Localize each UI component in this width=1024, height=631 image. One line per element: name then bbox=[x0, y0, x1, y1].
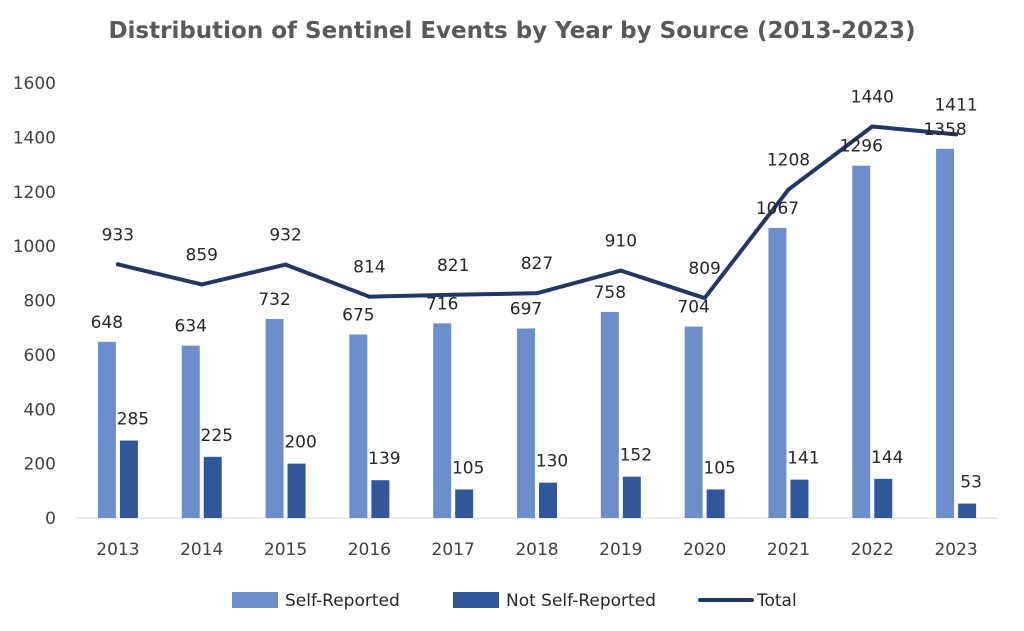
data-label-not-self-reported: 200 bbox=[284, 433, 316, 453]
legend-swatch-not-self-reported bbox=[453, 592, 499, 608]
data-label-not-self-reported: 105 bbox=[452, 458, 484, 478]
legend-label-not-self-reported: Not Self-Reported bbox=[506, 591, 656, 611]
point-total bbox=[283, 262, 288, 267]
point-total bbox=[367, 294, 372, 299]
bar-self-reported bbox=[600, 311, 619, 518]
data-label-self-reported: 1067 bbox=[756, 199, 799, 219]
data-label-self-reported: 675 bbox=[342, 305, 374, 325]
x-tick-label: 2014 bbox=[180, 540, 223, 560]
data-label-not-self-reported: 285 bbox=[117, 410, 149, 430]
point-total bbox=[115, 262, 120, 267]
data-label-self-reported: 1296 bbox=[840, 137, 883, 157]
point-total bbox=[535, 291, 539, 296]
x-tick-label: 2015 bbox=[264, 540, 307, 560]
y-tick-label: 800 bbox=[24, 292, 56, 312]
data-label-total: 814 bbox=[353, 258, 385, 278]
point-total bbox=[870, 124, 875, 129]
bar-not-self-reported bbox=[287, 463, 306, 518]
data-label-not-self-reported: 53 bbox=[960, 473, 982, 493]
data-label-not-self-reported: 105 bbox=[703, 458, 735, 478]
point-total bbox=[786, 187, 791, 192]
x-tick-label: 2013 bbox=[96, 540, 139, 560]
bar-self-reported bbox=[852, 165, 871, 518]
legend-label-self-reported: Self-Reported bbox=[285, 591, 400, 611]
x-tick-label: 2016 bbox=[348, 540, 391, 560]
data-label-not-self-reported: 144 bbox=[871, 448, 903, 468]
bar-not-self-reported bbox=[539, 482, 557, 518]
data-label-self-reported: 732 bbox=[258, 290, 290, 310]
y-tick-label: 400 bbox=[24, 400, 56, 420]
bar-not-self-reported bbox=[622, 476, 641, 518]
chart-title: Distribution of Sentinel Events by Year … bbox=[108, 18, 916, 44]
bar-not-self-reported bbox=[958, 503, 977, 518]
bar-not-self-reported bbox=[203, 456, 222, 518]
bar-self-reported bbox=[768, 227, 787, 519]
point-total bbox=[954, 132, 959, 137]
data-label-not-self-reported: 225 bbox=[201, 426, 233, 446]
bar-self-reported bbox=[265, 318, 284, 518]
y-tick-label: 1600 bbox=[13, 74, 56, 94]
point-total bbox=[199, 282, 204, 287]
data-label-self-reported: 1358 bbox=[923, 120, 966, 140]
point-total bbox=[451, 292, 456, 297]
data-label-self-reported: 697 bbox=[510, 300, 542, 320]
data-label-total: 1208 bbox=[767, 151, 810, 171]
data-label-total: 910 bbox=[605, 232, 637, 252]
x-tick-label: 2020 bbox=[683, 540, 726, 560]
bar-not-self-reported bbox=[119, 440, 138, 518]
x-tick-label: 2019 bbox=[599, 540, 642, 560]
bar-self-reported bbox=[181, 345, 200, 518]
y-tick-label: 1400 bbox=[13, 128, 56, 148]
bar-not-self-reported bbox=[790, 479, 809, 518]
bar-self-reported bbox=[97, 341, 116, 518]
data-label-total: 933 bbox=[102, 225, 134, 245]
point-total bbox=[702, 296, 707, 301]
data-label-self-reported: 704 bbox=[677, 298, 709, 318]
data-label-total: 821 bbox=[437, 256, 469, 276]
bar-not-self-reported bbox=[874, 478, 893, 518]
y-tick-label: 1000 bbox=[13, 237, 56, 257]
data-label-self-reported: 758 bbox=[594, 283, 626, 303]
bar-self-reported bbox=[517, 328, 535, 518]
data-label-self-reported: 648 bbox=[91, 313, 123, 333]
x-tick-label: 2021 bbox=[767, 540, 810, 560]
x-tick-label: 2023 bbox=[934, 540, 977, 560]
data-label-total: 1440 bbox=[851, 88, 894, 108]
data-label-total: 859 bbox=[186, 245, 218, 265]
data-label-not-self-reported: 141 bbox=[787, 449, 819, 469]
y-tick-label: 1200 bbox=[13, 183, 56, 203]
data-label-not-self-reported: 130 bbox=[536, 452, 568, 472]
bar-not-self-reported bbox=[371, 480, 390, 518]
bar-self-reported bbox=[684, 326, 703, 518]
bar-self-reported bbox=[936, 148, 955, 518]
data-label-total: 827 bbox=[521, 254, 553, 274]
data-label-total: 932 bbox=[269, 226, 301, 246]
data-label-self-reported: 716 bbox=[426, 294, 458, 314]
bar-self-reported bbox=[349, 334, 368, 518]
y-tick-label: 0 bbox=[45, 509, 56, 529]
legend-swatch-self-reported bbox=[232, 592, 278, 608]
bar-not-self-reported bbox=[455, 489, 474, 518]
y-tick-label: 200 bbox=[24, 455, 56, 475]
data-label-self-reported: 634 bbox=[175, 317, 207, 337]
data-label-not-self-reported: 139 bbox=[368, 449, 400, 469]
x-tick-label: 2018 bbox=[515, 540, 558, 560]
point-total bbox=[618, 268, 623, 273]
bar-self-reported bbox=[433, 323, 452, 518]
data-label-total: 809 bbox=[688, 259, 720, 279]
data-label-not-self-reported: 152 bbox=[620, 446, 652, 466]
x-tick-label: 2022 bbox=[851, 540, 894, 560]
x-tick-label: 2017 bbox=[432, 540, 475, 560]
data-label-total: 1411 bbox=[934, 95, 977, 115]
bar-not-self-reported bbox=[706, 489, 725, 518]
legend-label-total: Total bbox=[756, 591, 797, 611]
y-tick-label: 600 bbox=[24, 346, 56, 366]
